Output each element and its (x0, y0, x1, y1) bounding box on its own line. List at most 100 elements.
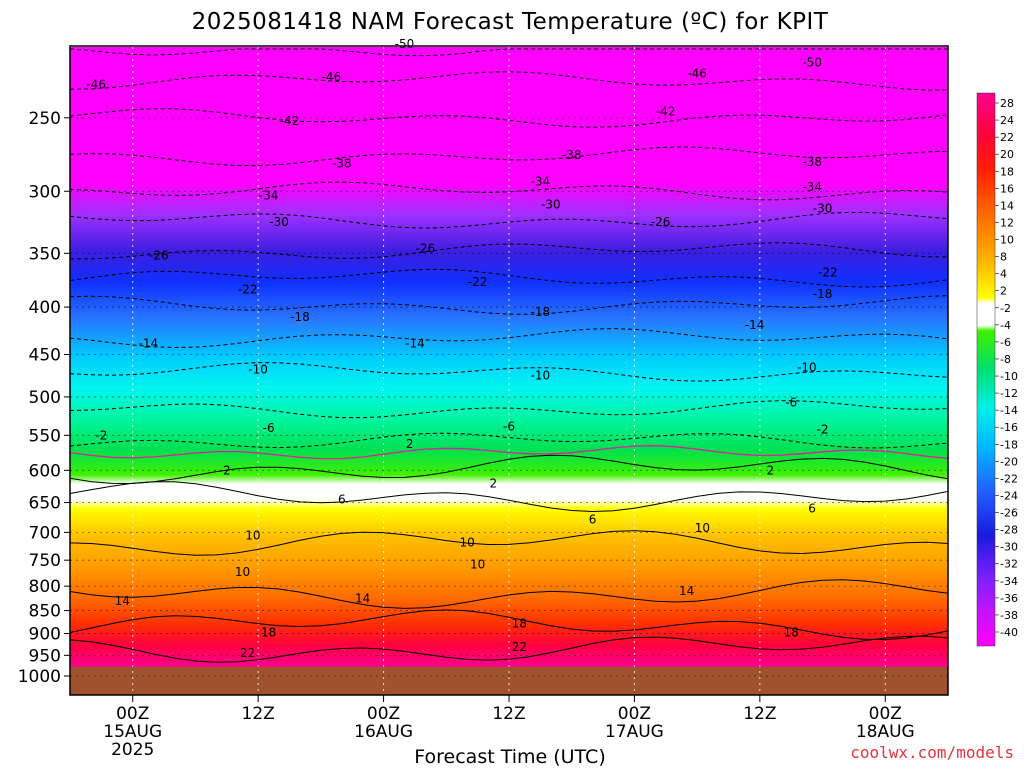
x-tick-label: 17AUG (605, 722, 664, 742)
y-tick-label: 850 (29, 602, 61, 622)
x-tick-label: 18AUG (856, 722, 915, 742)
contour-solid-line (69, 530, 949, 556)
contour-label: 2 (406, 437, 414, 451)
contour-label: -38 (562, 148, 582, 162)
contour-label: -18 (813, 287, 833, 301)
x-tick-label: 12Z (492, 704, 525, 724)
contour-label: 18 (784, 626, 799, 640)
x-tick-label: 12Z (743, 704, 776, 724)
colorbar-label: 10 (1000, 234, 1014, 247)
gridlines (70, 47, 948, 695)
colorbar-label: -34 (1000, 575, 1018, 588)
contour-label: 18 (512, 617, 527, 631)
contour-label: 10 (245, 528, 260, 542)
contour-label: -38 (802, 155, 822, 169)
contour-label: -34 (531, 175, 551, 189)
contour-label: -10 (531, 368, 551, 382)
freezing-line (69, 445, 949, 460)
y-tick-label: 500 (29, 388, 61, 408)
contour-label: 6 (338, 492, 346, 506)
colorbar-gradient-bar (976, 92, 996, 647)
y-axis: 250 300 350 400 450 500 550 600 650 700 750 800 850 9… (18, 109, 70, 687)
y-tick-label: 950 (29, 646, 61, 666)
colorbar-label: 2 (1000, 285, 1007, 298)
colorbar-label: -28 (1000, 524, 1018, 537)
contour-labels: -50 -50 -46 -46 -46 -42 -42 -38 -38 -38 -34 -34 -34 -… (86, 37, 837, 660)
colorbar-label: 24 (1000, 114, 1014, 127)
contour-label: -2 (817, 422, 829, 436)
contour-lines (69, 48, 949, 663)
contour-solid-line (69, 481, 949, 513)
contour-label: 10 (460, 536, 475, 550)
contour-label: 22 (240, 646, 255, 660)
colorbar-label: -26 (1000, 507, 1018, 520)
contour-solid-line (69, 579, 949, 609)
colorbar-label: -38 (1000, 609, 1018, 622)
colorbar-label: -24 (1000, 489, 1018, 502)
y-tick-label: 700 (29, 523, 61, 543)
colorbar-label: -10 (1000, 370, 1018, 383)
contour-label: -6 (785, 396, 797, 410)
contour-label: -46 (322, 70, 342, 84)
x-tick-label: 00Z (116, 704, 149, 724)
x-tick-label: 00Z (618, 704, 651, 724)
contour-label: -30 (269, 215, 289, 229)
colorbar-label: 4 (1000, 268, 1007, 281)
y-tick-label: 800 (29, 577, 61, 597)
y-tick-label: 400 (29, 298, 61, 318)
contour-dashed-line (69, 71, 949, 91)
contour-label: -18 (290, 310, 310, 324)
colorbar-label: -32 (1000, 558, 1018, 571)
x-tick-label: 16AUG (354, 722, 413, 742)
y-tick-label: 450 (29, 346, 61, 366)
colorbar-label: 18 (1000, 165, 1014, 178)
colorbar-label: -18 (1000, 438, 1018, 451)
contour-label: -10 (248, 362, 268, 376)
colorbar-label: 28 (1000, 97, 1014, 110)
x-tick-label: 15AUG (103, 722, 162, 742)
colorbar-label: 20 (1000, 148, 1014, 161)
y-tick-label: 300 (29, 182, 61, 202)
plot-area: -50 -50 -46 -46 -46 -42 -42 -38 -38 -38 -34 -34 -34 -… (69, 37, 949, 696)
x-axis-label: Forecast Time (UTC) (414, 746, 605, 768)
contour-label: -46 (687, 67, 707, 81)
colorbar-labels: 28 24 22 20 18 16 14 12 10 8 4 2 -2 -4 -6 -8 -10 -12 -14 -1… (995, 97, 1018, 639)
contour-label: 22 (512, 640, 527, 654)
contour-label: 6 (808, 502, 816, 516)
contour-solid-line (69, 454, 949, 485)
contour-label: 14 (355, 592, 370, 606)
colorbar-label: -14 (1000, 404, 1018, 417)
contour-label: -50 (395, 37, 415, 51)
y-tick-label: 1000 (18, 667, 61, 687)
temperature-field (70, 47, 948, 667)
contour-label: 10 (470, 557, 485, 571)
contour-label: -50 (802, 56, 822, 70)
colorbar-label: -20 (1000, 455, 1018, 468)
contour-label: -6 (263, 421, 275, 435)
contour-label: -42 (280, 114, 300, 128)
x-tick-label: 12Z (242, 704, 275, 724)
contour-solid-line (69, 635, 949, 663)
contour-label: 14 (679, 584, 694, 598)
x-tick-label: 2025 (111, 740, 154, 760)
colorbar-label: 8 (1000, 251, 1007, 264)
colorbar-label: -22 (1000, 472, 1018, 485)
contour-label: -34 (802, 180, 822, 194)
contour-label: -26 (149, 249, 169, 263)
colorbar-label: -36 (1000, 592, 1018, 605)
contour-label: -22 (468, 275, 488, 289)
x-tick-label: 00Z (869, 704, 902, 724)
y-tick-label: 250 (29, 109, 61, 129)
contour-label: -14 (405, 337, 425, 351)
colorbar-label: -12 (1000, 387, 1018, 400)
y-tick-label: 650 (29, 494, 61, 514)
colorbar-label: 14 (1000, 199, 1014, 212)
y-tick-label: 600 (29, 461, 61, 481)
colorbar-label: -2 (1000, 302, 1011, 315)
y-tick-label: 750 (29, 551, 61, 571)
contour-label: 18 (261, 626, 276, 640)
contour-label: -26 (416, 242, 436, 256)
contour-label: -26 (651, 215, 671, 229)
